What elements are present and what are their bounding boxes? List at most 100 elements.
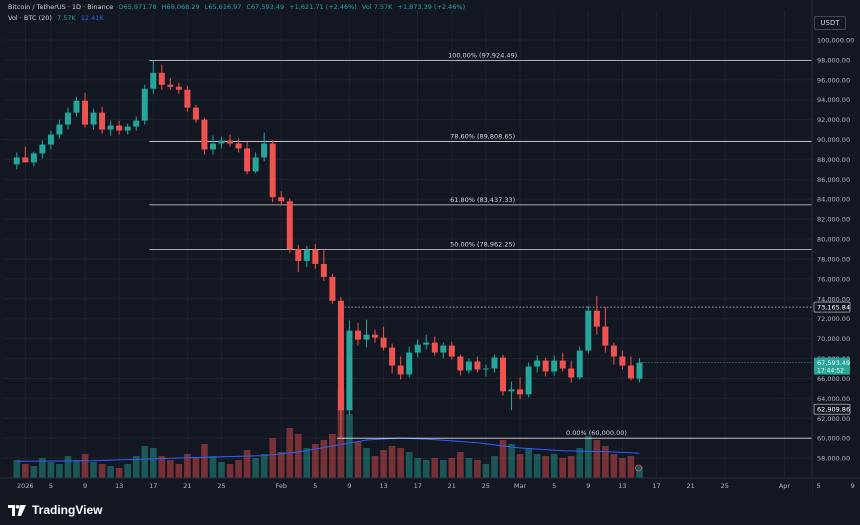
candle <box>99 106 106 134</box>
tradingview-logo-icon <box>8 504 26 516</box>
volume-bar <box>525 448 532 478</box>
candle-body <box>227 140 234 144</box>
volume-bar <box>13 460 21 478</box>
time-axis-label: 5 <box>313 482 317 490</box>
candle <box>457 354 464 376</box>
volume-bar <box>508 444 515 478</box>
candle-body <box>482 368 489 370</box>
candle-body <box>397 365 404 375</box>
tradingview-logo[interactable]: TradingView <box>8 503 102 517</box>
time-axis-label: Apr <box>779 482 791 490</box>
candle <box>124 123 131 135</box>
candle-body <box>593 310 600 327</box>
volume-indicator-label[interactable]: Vol · BTC (20) <box>8 14 52 22</box>
candle-body <box>39 144 46 154</box>
time-axis-labels: 2026 5 9 13 17 21 25 Feb 5 9 13 17 21 25 Mar 5 9 13 17 21 25… <box>17 482 855 490</box>
price-axis-label: 70,000.00 <box>817 335 850 343</box>
price-axis-label: 82,000.00 <box>817 216 850 224</box>
volume-bar <box>30 466 38 478</box>
candle-body <box>500 357 507 392</box>
candle <box>585 305 592 354</box>
candle-body <box>218 140 225 144</box>
grid-lines <box>4 10 854 478</box>
time-axis-label: 17 <box>414 482 422 490</box>
price-marker-box <box>813 403 851 415</box>
time-axis-label: 21 <box>448 482 456 490</box>
price-marker-countdown: 17:44:52 <box>817 368 844 375</box>
candle-body <box>448 345 455 357</box>
candle <box>551 355 558 376</box>
volume-bar <box>363 448 370 478</box>
volume-value-2: 12.41K <box>80 14 104 22</box>
price-marker-box <box>813 301 851 313</box>
fib-level-label: 0.00% (60,000.00) <box>566 429 627 437</box>
candle <box>576 346 583 380</box>
volume-bar <box>277 452 285 478</box>
candle <box>201 117 208 155</box>
candles <box>13 60 643 438</box>
candle <box>175 82 182 94</box>
volume-bar <box>516 454 524 478</box>
candle-body <box>551 360 558 372</box>
volume-bar <box>175 464 183 478</box>
candle <box>227 134 234 147</box>
candle-body <box>99 112 106 130</box>
vol-value: Vol 7.57K <box>361 3 393 11</box>
candle-body <box>133 120 140 127</box>
candle-body <box>90 112 97 125</box>
candle <box>82 92 89 128</box>
candle <box>602 306 609 353</box>
volume-bar <box>124 464 131 478</box>
candle <box>610 342 617 365</box>
volume-value-1: 7.57K <box>57 14 76 22</box>
volume-bar <box>636 466 643 478</box>
candle <box>372 329 379 343</box>
volume-ma-line <box>16 437 640 462</box>
candle <box>116 120 123 135</box>
fib-level-label: 100.00% (97,924.49) <box>448 52 517 60</box>
volume-bar <box>141 446 149 478</box>
volume-bar <box>90 462 97 478</box>
candle-body <box>13 157 20 165</box>
candle-body <box>337 300 344 411</box>
volume-bar <box>559 458 567 478</box>
volume-bar <box>192 458 200 478</box>
volume-bar <box>269 438 276 478</box>
volume-bar <box>380 450 387 478</box>
volume-bar <box>346 414 353 478</box>
candle-body <box>627 365 634 379</box>
candle <box>218 136 225 149</box>
price-marker-label: 62,909.86 <box>817 406 850 414</box>
candle-body <box>320 263 327 277</box>
volume-bar <box>567 456 575 478</box>
price-axis-label: 98,000.00 <box>817 56 850 64</box>
currency-selector[interactable]: USDT <box>814 16 846 30</box>
candle <box>363 319 370 348</box>
candle <box>286 198 293 254</box>
candle-body <box>209 143 216 150</box>
candle <box>517 377 524 400</box>
volume-bar <box>388 446 396 478</box>
time-axis-label: 9 <box>851 482 855 490</box>
price-axis-label: 88,000.00 <box>817 156 850 164</box>
volume-bar <box>312 444 319 478</box>
symbol-label[interactable]: Bitcoin / TetherUS · 1D · Binance <box>8 3 114 11</box>
volume-bar <box>107 466 114 478</box>
candle-body <box>542 360 549 372</box>
vol-change-value: +1,873.39 (+2.46%) <box>397 3 466 11</box>
time-axis-label: Mar <box>514 482 527 490</box>
candle <box>389 343 396 374</box>
volume-bar <box>73 460 80 478</box>
candle-body <box>56 124 63 135</box>
volume-bar <box>47 462 55 478</box>
time-axis-label: 17 <box>652 482 660 490</box>
volume-bar <box>98 464 106 478</box>
candle <box>158 64 165 90</box>
candle-body <box>440 345 447 353</box>
low-value: L65,616.97 <box>204 3 242 11</box>
candle-body <box>158 72 165 85</box>
dividend-marker-icon <box>635 464 642 472</box>
